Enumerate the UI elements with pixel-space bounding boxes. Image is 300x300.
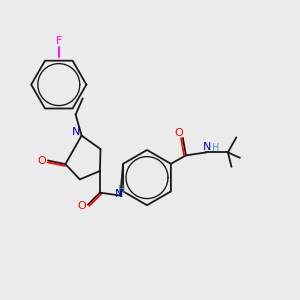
Text: F: F bbox=[56, 36, 62, 46]
Text: H: H bbox=[118, 185, 125, 195]
Text: N: N bbox=[203, 142, 212, 152]
Text: N: N bbox=[115, 189, 123, 199]
Text: H: H bbox=[212, 142, 219, 153]
Text: O: O bbox=[37, 155, 46, 166]
Text: N: N bbox=[72, 127, 80, 137]
Text: O: O bbox=[174, 128, 183, 138]
Text: O: O bbox=[77, 201, 86, 211]
